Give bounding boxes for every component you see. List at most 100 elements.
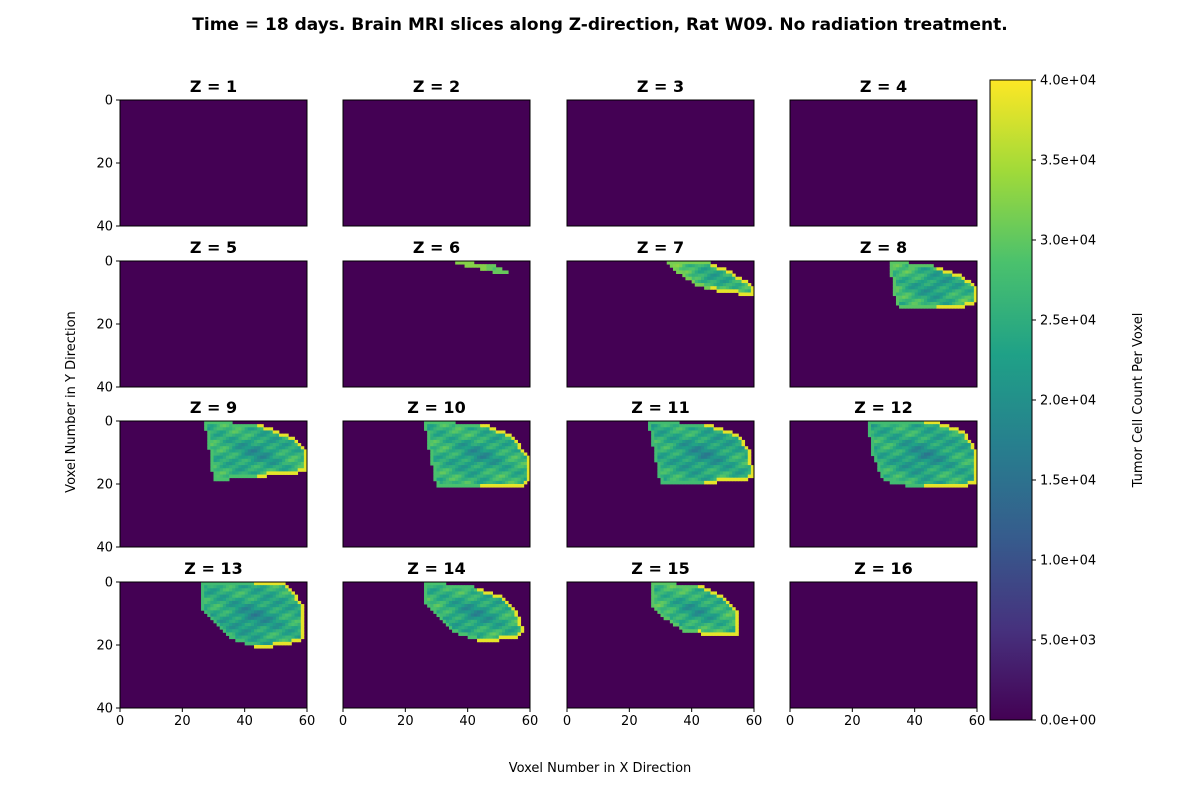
voxel-cell [495,616,500,621]
voxel-cell [917,298,922,303]
voxel-cell [247,439,252,444]
voxel-cell [685,585,689,589]
voxel-cell [492,430,497,434]
voxel-cell [660,424,665,428]
voxel-cell [889,461,894,466]
voxel-cell [442,585,447,589]
voxel-cell [964,471,969,475]
voxel-cell [942,433,947,438]
voxel-cell [448,468,453,472]
voxel-cell [713,267,717,271]
voxel-cell [288,638,292,643]
voxel-cell [685,261,689,265]
voxel-cell [961,443,965,447]
voxel-cell [300,619,305,624]
voxel-cell [719,439,724,444]
voxel-cell [911,273,916,278]
voxel-cell [942,439,947,444]
voxel-cell [517,455,522,460]
voxel-cell [445,452,450,457]
voxel-cell [501,446,506,450]
voxel-cell [719,279,724,284]
voxel-cell [657,436,661,441]
voxel-cell [682,607,686,611]
voxel-cell [288,600,292,605]
voxel-cell [719,465,724,469]
voxel-cell [505,471,509,475]
voxel-cell [694,610,699,614]
voxel-cell [970,468,975,472]
voxel-cell [247,638,252,643]
voxel-cell [911,270,916,274]
voxel-cell [924,436,928,441]
voxel-cell [691,600,696,605]
voxel-cell [899,436,903,441]
voxel-cell [738,292,742,297]
voxel-cell [495,607,500,611]
voxel-cell [725,279,730,284]
voxel-cell [480,635,484,640]
voxel-cell [663,468,668,472]
voxel-cell [970,286,975,290]
voxel-cell [455,433,459,438]
voxel-cell [902,273,906,278]
voxel-cell [880,468,884,472]
voxel-cell [473,430,478,434]
voxel-cell [294,629,299,633]
voxel-cell [936,276,940,281]
voxel-cell [216,443,221,447]
voxel-cell [688,424,693,428]
voxel-cell [936,270,940,274]
voxel-cell [924,276,928,281]
voxel-cell [911,458,916,463]
voxel-cell [654,449,658,453]
voxel-cell [272,461,277,466]
voxel-cell [508,604,512,608]
voxel-cell [948,436,953,441]
voxel-cell [467,465,472,469]
voxel-cell [911,461,916,466]
voxel-cell [244,449,249,453]
voxel-cell [697,613,702,618]
voxel-cell [973,468,977,472]
voxel-cell [523,477,528,482]
voxel-cell [505,439,509,444]
voxel-cell [470,465,475,469]
voxel-cell [436,610,441,614]
voxel-cell [225,433,230,438]
voxel-cell [704,626,708,630]
voxel-cell [886,455,891,460]
voxel-cell [905,261,909,265]
voxel-cell [470,616,475,621]
voxel-cell [244,474,249,479]
voxel-cell [235,626,239,630]
voxel-cell [902,270,906,274]
voxel-cell [930,279,934,284]
voxel-cell [241,591,246,595]
voxel-cell [691,443,696,447]
voxel-cell [908,286,912,290]
voxel-cell [676,477,680,482]
voxel-cell [439,477,444,482]
voxel-cell [713,591,717,595]
voxel-cell [445,449,450,453]
voxel-cell [501,477,506,482]
voxel-cell [704,632,708,636]
voxel-cell [654,436,658,441]
voxel-cell [266,427,270,431]
colorbar: 0.0e+005.0e+031.0e+041.5e+042.0e+042.5e+… [989,74,1096,729]
voxel-cell [455,449,459,453]
voxel-cell [232,458,236,463]
voxel-cell [939,468,944,472]
voxel-cell [442,607,447,611]
voxel-cell [501,443,506,447]
voxel-cell [948,452,953,457]
voxel-cell [489,443,493,447]
voxel-cell [291,468,295,472]
voxel-cell [464,484,469,488]
voxel-cell [685,436,689,441]
voxel-cell [213,477,218,482]
voxel-cell [930,301,934,306]
voxel-cell [710,477,714,482]
voxel-cell [892,477,897,482]
